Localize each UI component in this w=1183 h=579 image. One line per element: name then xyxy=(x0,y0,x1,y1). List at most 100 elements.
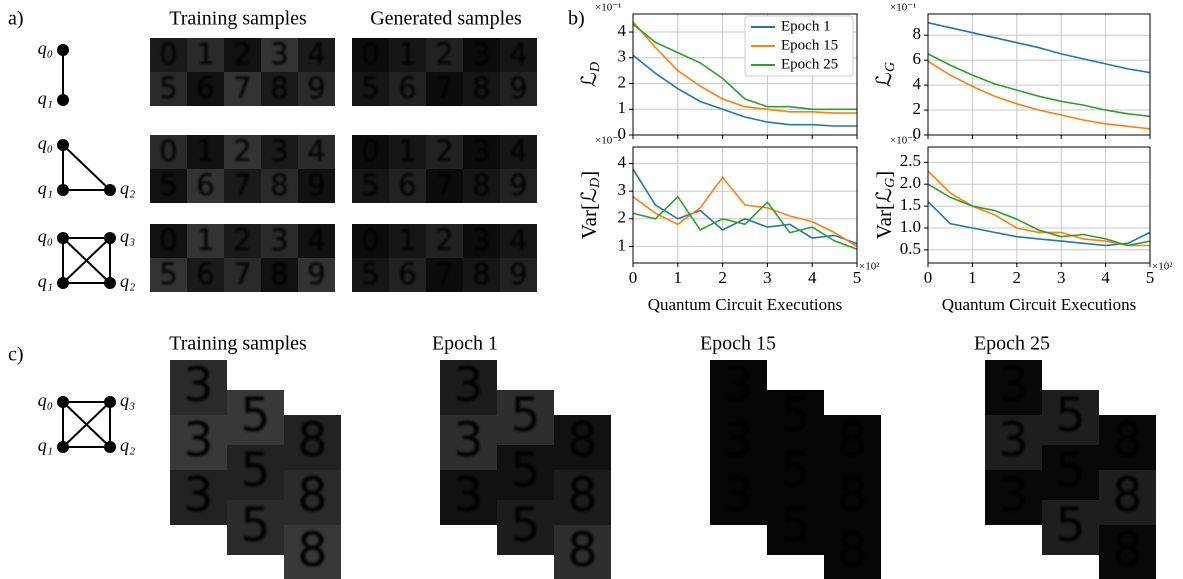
node-label: q₃ xyxy=(120,390,135,410)
sample-digit: 8 xyxy=(838,523,868,578)
sample-digit: 8 xyxy=(270,71,288,105)
sample-digit: 4 xyxy=(509,37,527,71)
y-axis-label-part: Var[ℒ xyxy=(872,188,896,239)
y-axis-label-part: ] xyxy=(577,171,601,178)
sample-image xyxy=(261,169,298,203)
y-axis-label-part: ℒ xyxy=(872,72,896,87)
sample-digit: 1 xyxy=(398,134,416,168)
series-line xyxy=(927,201,1151,247)
y-tick-label: 4 xyxy=(618,152,627,171)
sample-image xyxy=(824,470,881,525)
column-header: Epoch 1 xyxy=(432,333,498,355)
y-axis-label: Var[ℒD] xyxy=(577,171,603,239)
sample-digit: 5 xyxy=(361,71,379,105)
sample-digit: 5 xyxy=(159,71,177,105)
plot-frame xyxy=(927,146,1151,264)
y-axis-label-part: Var[ℒ xyxy=(577,188,601,239)
series-line xyxy=(632,176,858,248)
node-label: q₂ xyxy=(120,271,135,291)
sample-image xyxy=(1099,415,1156,470)
sample-digit: 1 xyxy=(196,37,214,71)
y-scale-label: ×10⁻¹ xyxy=(595,2,621,14)
sample-digit: 3 xyxy=(472,134,490,168)
sample-image xyxy=(440,470,497,525)
y-tick-label: 1.0 xyxy=(900,217,921,236)
graph-node xyxy=(104,184,116,196)
sample-digit: 8 xyxy=(568,413,598,468)
y-tick-label: 0.5 xyxy=(900,239,921,258)
sample-image xyxy=(500,169,537,203)
sample-image xyxy=(150,38,187,72)
column-header: Generated samples xyxy=(370,8,522,30)
plot-frame xyxy=(927,13,1151,136)
graph-node xyxy=(104,396,116,408)
sample-image xyxy=(298,224,335,258)
sample-digit: 3 xyxy=(472,37,490,71)
node-label: q₁ xyxy=(38,271,53,291)
sample-image xyxy=(767,390,824,445)
sample-image xyxy=(463,169,500,203)
sample-digit: 6 xyxy=(398,257,416,291)
graph-node xyxy=(57,396,69,408)
sample-image xyxy=(170,470,227,525)
sample-digit: 8 xyxy=(298,523,328,578)
sample-image xyxy=(1099,470,1156,525)
sample-image xyxy=(497,500,554,555)
sample-digit: 3 xyxy=(999,468,1029,523)
series-line xyxy=(632,54,857,127)
series-line xyxy=(927,170,1150,247)
legend-label: Epoch 25 xyxy=(781,56,838,72)
sample-digit: 8 xyxy=(1113,413,1143,468)
sample-image xyxy=(426,224,463,258)
sample-digit: 8 xyxy=(472,257,490,291)
sample-image xyxy=(224,169,261,203)
sample-image xyxy=(261,135,298,169)
y-axis-label-part: G xyxy=(883,178,898,188)
sample-digit: 4 xyxy=(307,134,325,168)
sample-image xyxy=(497,445,554,500)
sample-image xyxy=(500,224,537,258)
column-header: Training samples xyxy=(169,8,307,30)
sample-digit: 3 xyxy=(454,468,484,523)
y-scale-label: ×10⁻² xyxy=(890,135,917,147)
sample-digit: 2 xyxy=(435,134,453,168)
series-line xyxy=(632,21,857,114)
graph-node xyxy=(104,441,116,453)
x-tick-label: 5 xyxy=(853,268,862,287)
y-tick-label: 0 xyxy=(913,124,922,143)
sample-image xyxy=(261,258,298,292)
sample-image xyxy=(261,224,298,258)
x-tick-label: 4 xyxy=(808,268,817,287)
graph-node xyxy=(57,277,69,289)
sample-image xyxy=(554,415,611,470)
graph-node xyxy=(57,44,69,56)
sample-digit: 3 xyxy=(724,413,754,468)
sample-image xyxy=(150,169,187,203)
sample-digit: 5 xyxy=(781,498,811,553)
sample-digit: 7 xyxy=(435,71,453,105)
node-label: q₂ xyxy=(120,435,135,455)
sample-image xyxy=(150,72,187,106)
sample-digit: 7 xyxy=(435,168,453,202)
x-axis-label: Quantum Circuit Executions xyxy=(942,295,1137,314)
node-label: q₃ xyxy=(120,226,135,246)
sample-image xyxy=(170,360,227,415)
sample-image xyxy=(187,224,224,258)
graph-edge xyxy=(62,144,111,191)
y-tick-label: 3 xyxy=(618,47,627,66)
sample-image xyxy=(261,72,298,106)
sample-digit: 8 xyxy=(568,468,598,523)
sample-image xyxy=(500,135,537,169)
sample-digit: 2 xyxy=(435,37,453,71)
x-tick-label: 2 xyxy=(718,268,727,287)
sample-image xyxy=(500,38,537,72)
sample-image xyxy=(352,224,389,258)
panel-label: a) xyxy=(8,8,24,30)
sample-digit: 3 xyxy=(270,37,288,71)
y-axis-label-part: ] xyxy=(872,171,896,178)
graph-node xyxy=(57,139,69,151)
sample-image xyxy=(463,258,500,292)
sample-image xyxy=(150,258,187,292)
sample-image xyxy=(227,445,284,500)
